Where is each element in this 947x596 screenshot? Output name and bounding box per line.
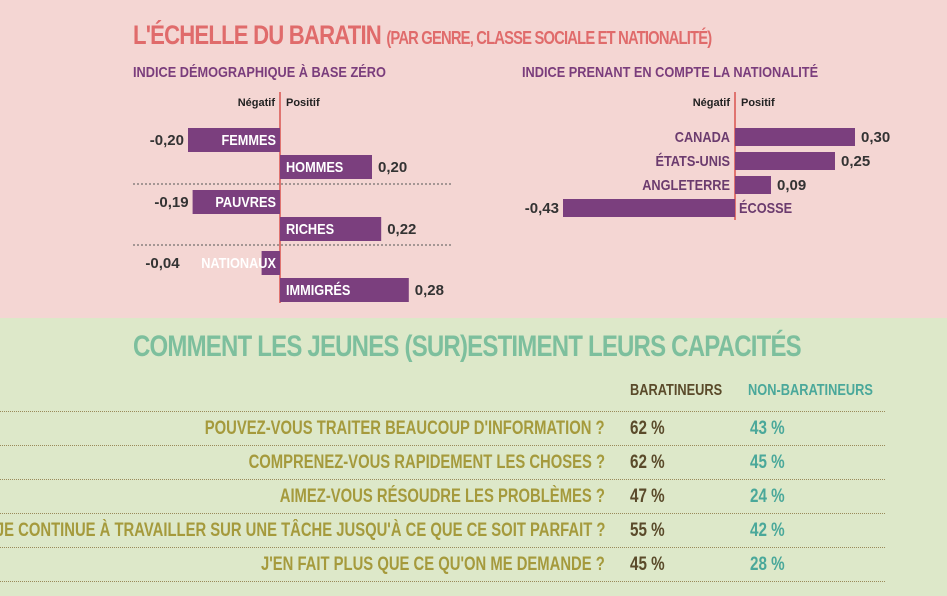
bar-pauvres [192,190,280,214]
bar-immigres [280,278,409,302]
col-head-non-baratineurs: NON-BARATINEURS [748,382,873,399]
baratineurs-value: 47 % [630,486,665,507]
non-baratineurs-value: 28 % [750,554,785,575]
chart1-positive-label: Positif [286,97,320,109]
table-row: AIMEZ-VOUS RÉSOUDRE LES PROBLÈMES ? 47 % 2… [0,479,885,513]
baratineurs-value: 55 % [630,520,665,541]
question-label: POUVEZ-VOUS TRAITER BEAUCOUP D'INFORMATI… [205,418,605,439]
bar-etats-unis [735,152,835,170]
label-hommes: HOMMES [286,158,343,175]
bar-canada [735,128,855,146]
col-head-baratineurs: BARATINEURS [630,382,723,399]
table-row: J'EN FAIT PLUS QUE CE QU'ON ME DEMANDE ?… [0,547,885,582]
question-label: COMPRENEZ-VOUS RAPIDEMENT LES CHOSES ? [248,452,605,473]
value-nationaux: -0,04 [145,255,180,272]
chart1-negative-label: Négatif [238,97,276,109]
bar-femmes [188,128,280,152]
chart2-title: INDICE PRENANT EN COMPTE LA NATIONALITÉ [522,64,819,81]
page-title: L'ÉCHELLE DU BARATIN (PAR GENRE, CLASSE … [133,20,712,51]
value-immigres: 0,28 [415,282,444,299]
value-etats-unis: 0,25 [841,153,870,170]
value-ecosse: -0,43 [525,200,559,217]
label-angleterre: ANGLETERRE [642,176,730,193]
chart1-title: INDICE DÉMOGRAPHIQUE À BASE ZÉRO [133,64,386,81]
title-sub: (PAR GENRE, CLASSE SOCIALE ET NATIONALIT… [386,28,712,48]
non-baratineurs-value: 24 % [750,486,785,507]
bar-hommes [280,155,372,179]
non-baratineurs-value: 43 % [750,418,785,439]
bottom-panel [0,318,947,596]
label-pauvres: PAUVRES [215,193,276,210]
nationality-bar-chart: Négatif Positif CANADA 0,30 ÉTATS-UNIS 0,25 AN… [525,92,890,220]
bar-angleterre [735,176,771,194]
label-femmes: FEMMES [222,131,276,148]
non-baratineurs-value: 42 % [750,520,785,541]
demographic-bar-chart: Négatif Positif FEMMES -0,20 HOMMES 0,20 PAUVR… [133,92,452,303]
table-row: JE CONTINUE À TRAVAILLER SUR UNE TÂCHE J… [0,513,885,547]
label-nationaux: NATIONAUX [201,254,276,271]
label-ecosse: ÉCOSSE [739,199,792,216]
label-canada: CANADA [675,128,730,145]
chart2-positive-label: Positif [741,97,775,109]
non-baratineurs-value: 45 % [750,452,785,473]
baratineurs-value: 62 % [630,418,665,439]
bar-ecosse [563,199,735,217]
value-angleterre: 0,09 [777,177,806,194]
value-pauvres: -0,19 [154,194,188,211]
value-femmes: -0,20 [150,132,184,149]
question-label: J'EN FAIT PLUS QUE CE QU'ON ME DEMANDE ? [261,554,605,575]
baratineurs-value: 45 % [630,554,665,575]
label-immigres: IMMIGRÉS [286,281,350,298]
label-riches: RICHES [286,220,334,237]
bar-riches [280,217,382,241]
baratineurs-value: 62 % [630,452,665,473]
section2-title: COMMENT LES JEUNES (SUR)ESTIMENT LEURS C… [133,330,802,363]
label-etats-unis: ÉTATS-UNIS [655,152,730,169]
value-hommes: 0,20 [378,159,407,176]
title-main: L'ÉCHELLE DU BARATIN [133,20,382,50]
table-row: POUVEZ-VOUS TRAITER BEAUCOUP D'INFORMATI… [0,411,885,445]
chart2-negative-label: Négatif [693,97,731,109]
bar-nationaux [261,251,280,275]
value-riches: 0,22 [387,221,416,238]
table-row: COMPRENEZ-VOUS RAPIDEMENT LES CHOSES ? 62… [0,445,885,479]
question-label: JE CONTINUE À TRAVAILLER SUR UNE TÂCHE J… [0,520,605,541]
question-label: AIMEZ-VOUS RÉSOUDRE LES PROBLÈMES ? [279,486,605,507]
value-canada: 0,30 [861,129,890,146]
